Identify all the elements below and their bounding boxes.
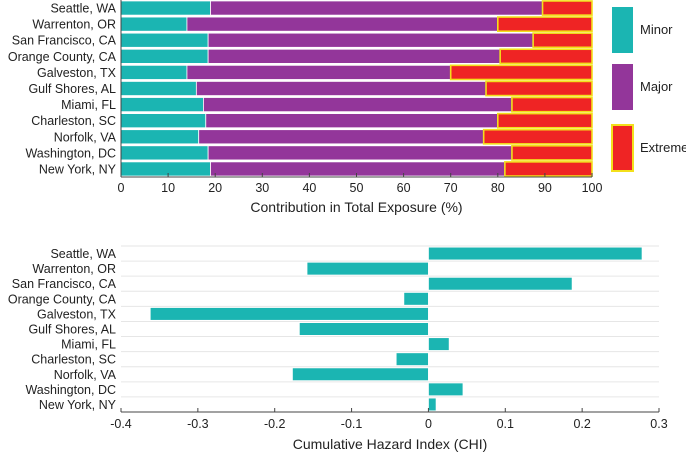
x-tick-label: 100 [582, 181, 603, 195]
legend-label: Minor [640, 22, 673, 37]
bar-segment-minor [120, 81, 197, 96]
x-tick-label: 10 [161, 181, 175, 195]
category-label: Miami, FL [61, 338, 116, 352]
chi-bar [298, 322, 429, 336]
category-label: Orange County, CA [8, 292, 117, 306]
legend-swatch-major [612, 64, 633, 110]
x-tick-label: 0.2 [573, 417, 590, 431]
legend-swatch-minor [612, 7, 633, 53]
bar-segment-major [207, 32, 534, 48]
chi-bar [403, 292, 429, 306]
category-label: San Francisco, CA [12, 34, 117, 48]
bar-segment-extreme [485, 80, 593, 97]
bar-segment-minor [120, 16, 188, 32]
chi-bar [306, 261, 429, 276]
legend-swatch-extreme [611, 124, 634, 172]
x-tick-label: 60 [397, 181, 411, 195]
category-label: San Francisco, CA [12, 277, 117, 291]
chi-bar [291, 367, 429, 382]
x-tick-label: 20 [208, 181, 222, 195]
bar-segment-minor [120, 145, 209, 161]
bar-segment-extreme [449, 64, 593, 81]
bar-segment-extreme [499, 48, 593, 65]
bar-segment-minor [120, 32, 209, 48]
category-label: Charleston, SC [31, 114, 116, 128]
category-label: Seattle, WA [50, 247, 116, 261]
chi-bar [428, 337, 450, 351]
x-tick-label: -0.2 [264, 417, 286, 431]
bar-segment-extreme [482, 128, 593, 145]
x-tick-label: -0.3 [187, 417, 209, 431]
bar-segment-major [205, 113, 499, 129]
x-tick-label: 70 [444, 181, 458, 195]
category-label: Seattle, WA [50, 2, 116, 16]
x-tick-label: 90 [538, 181, 552, 195]
bar-segment-major [186, 64, 452, 80]
category-label: Galveston, TX [37, 307, 117, 321]
bar-segment-minor [120, 113, 207, 129]
chi-bar [428, 246, 643, 261]
x-tick-label: -0.1 [341, 417, 363, 431]
bar-segment-extreme [511, 96, 593, 113]
bar-segment-major [203, 97, 513, 113]
x-tick-label: 40 [302, 181, 316, 195]
bar-segment-minor [120, 129, 200, 145]
legend-label: Extreme [640, 140, 686, 155]
bar-segment-minor [120, 64, 188, 80]
category-label: Gulf Shores, AL [28, 82, 116, 96]
bar-segment-extreme [541, 0, 593, 16]
x-tick-label: 80 [491, 181, 505, 195]
x-tick-label: 0.1 [497, 417, 514, 431]
bar-segment-minor [120, 48, 209, 64]
bar-segment-major [210, 0, 543, 16]
category-label: Charleston, SC [31, 353, 116, 367]
bar-segment-extreme [496, 112, 593, 129]
category-label: New York, NY [39, 398, 117, 412]
bar-segment-extreme [511, 144, 593, 161]
bar-segment-extreme [496, 16, 593, 33]
bar-segment-major [210, 161, 506, 177]
category-label: Orange County, CA [8, 50, 117, 64]
x-tick-label: 0.3 [650, 417, 667, 431]
legend-label: Major [640, 79, 673, 94]
x-axis-label: Cumulative Hazard Index (CHI) [293, 436, 488, 452]
category-label: Warrenton, OR [32, 18, 116, 32]
category-label: Washington, DC [25, 383, 116, 397]
x-tick-label: 0 [118, 181, 125, 195]
bar-segment-major [198, 129, 485, 145]
category-label: Galveston, TX [37, 66, 117, 80]
x-tick-label: -0.4 [110, 417, 132, 431]
bar-segment-extreme [504, 161, 593, 177]
category-label: Miami, FL [61, 98, 116, 112]
chi-bar [395, 352, 429, 366]
x-tick-label: 30 [255, 181, 269, 195]
bar-segment-minor [120, 161, 211, 177]
bar-segment-minor [120, 97, 204, 113]
bar-segment-major [195, 81, 487, 96]
stacked-exposure-chart: Seattle, WA Warrenton, OR San Francisco, C… [8, 0, 603, 215]
chi-bar [428, 276, 573, 291]
category-label: Norfolk, VA [54, 130, 117, 144]
bar-segment-major [207, 145, 513, 161]
bar-segment-extreme [532, 32, 593, 49]
category-label: New York, NY [39, 162, 117, 176]
chi-bar [149, 307, 429, 321]
category-label: Washington, DC [25, 146, 116, 160]
legend: Minor Major Extreme [611, 7, 686, 172]
bar-segment-major [186, 16, 499, 32]
category-label: Norfolk, VA [54, 368, 117, 382]
chi-bar [428, 397, 437, 412]
x-axis-label: Contribution in Total Exposure (%) [250, 199, 462, 215]
category-label: Warrenton, OR [32, 262, 116, 276]
bar-segment-minor [120, 0, 211, 16]
x-tick-label: 50 [350, 181, 364, 195]
bar-segment-major [207, 48, 501, 64]
category-label: Gulf Shores, AL [28, 323, 116, 337]
chi-bar [428, 382, 464, 397]
x-tick-label: 0 [425, 417, 432, 431]
